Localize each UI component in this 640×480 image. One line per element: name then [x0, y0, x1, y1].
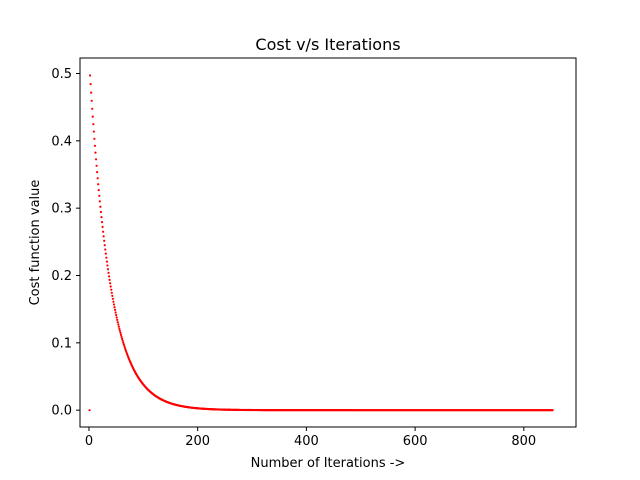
data-point: [111, 294, 114, 297]
data-point: [97, 189, 100, 192]
data-point: [103, 244, 106, 247]
data-point: [102, 230, 105, 233]
data-point: [112, 300, 115, 303]
data-point: [111, 297, 114, 300]
y-tick-label: 0.1: [51, 336, 72, 351]
data-point: [90, 91, 93, 94]
data-point: [104, 252, 107, 255]
data-point: [105, 260, 109, 263]
plot-frame: [79, 57, 577, 428]
y-tick-label: 0.3: [51, 202, 72, 217]
data-point: [118, 327, 121, 330]
data-point: [93, 137, 96, 140]
data-point: [106, 264, 109, 267]
data-point: [121, 339, 124, 342]
x-tick-label: 0: [85, 434, 93, 449]
data-point: [89, 83, 92, 86]
data-point: [88, 409, 91, 412]
data-point: [102, 235, 105, 238]
data-point: [117, 325, 120, 328]
data-point: [551, 409, 554, 412]
data-point: [123, 344, 126, 348]
data-point: [109, 282, 112, 285]
data-point: [115, 316, 118, 319]
data-point: [113, 306, 116, 309]
data-point: [96, 177, 99, 180]
data-point: [106, 268, 110, 271]
data-point: [107, 275, 111, 278]
data-point: [100, 221, 104, 224]
data-point: [108, 278, 111, 281]
data-point: [115, 313, 118, 317]
data-point: [109, 285, 112, 288]
y-tick-label: 0.5: [51, 67, 72, 82]
data-point: [103, 239, 106, 242]
y-axis-label: Cost function value: [28, 180, 43, 306]
data-point: [113, 308, 117, 311]
data-point: [88, 74, 92, 77]
data-point: [104, 248, 107, 251]
data-points: [88, 74, 554, 412]
data-point: [101, 225, 104, 229]
data-point: [116, 321, 119, 324]
data-point: [121, 337, 124, 340]
data-point: [122, 343, 125, 346]
data-point: [120, 335, 123, 339]
data-point: [100, 216, 103, 219]
data-point: [105, 256, 108, 259]
data-point: [116, 318, 119, 321]
data-point: [92, 130, 95, 133]
data-point: [97, 183, 100, 186]
data-point: [122, 341, 125, 344]
data-point: [94, 158, 98, 161]
data-point: [98, 194, 101, 197]
data-point: [117, 323, 120, 326]
chart-title: Cost v/s Iterations: [255, 35, 400, 54]
data-point: [119, 333, 123, 337]
data-point: [96, 171, 99, 174]
data-point: [107, 271, 110, 274]
x-axis-ticks: 0 200 400 600 800: [85, 427, 536, 449]
data-point: [98, 200, 101, 203]
data-point: [110, 288, 113, 291]
data-point: [91, 115, 94, 118]
x-tick-label: 200: [185, 434, 210, 449]
y-tick-label: 0.4: [51, 134, 72, 149]
y-tick-label: 0.0: [51, 404, 72, 419]
data-point: [114, 311, 117, 314]
data-point: [99, 205, 102, 208]
x-tick-label: 600: [403, 434, 428, 449]
data-point: [118, 329, 122, 333]
data-point: [99, 210, 103, 214]
data-point: [112, 303, 116, 306]
y-axis-ticks: 0.0 0.1 0.2 0.3 0.4 0.5: [51, 67, 80, 419]
data-point: [94, 151, 97, 154]
x-tick-label: 800: [511, 434, 536, 449]
data-point: [91, 107, 94, 110]
data-point: [90, 99, 93, 102]
data-point: [119, 331, 122, 335]
data-point: [92, 123, 95, 126]
data-point: [110, 291, 113, 294]
data-point: [95, 164, 98, 167]
y-tick-label: 0.2: [51, 269, 72, 284]
data-point: [93, 144, 97, 147]
x-tick-label: 400: [294, 434, 319, 449]
x-axis-label: Number of Iterations ->: [251, 456, 406, 471]
